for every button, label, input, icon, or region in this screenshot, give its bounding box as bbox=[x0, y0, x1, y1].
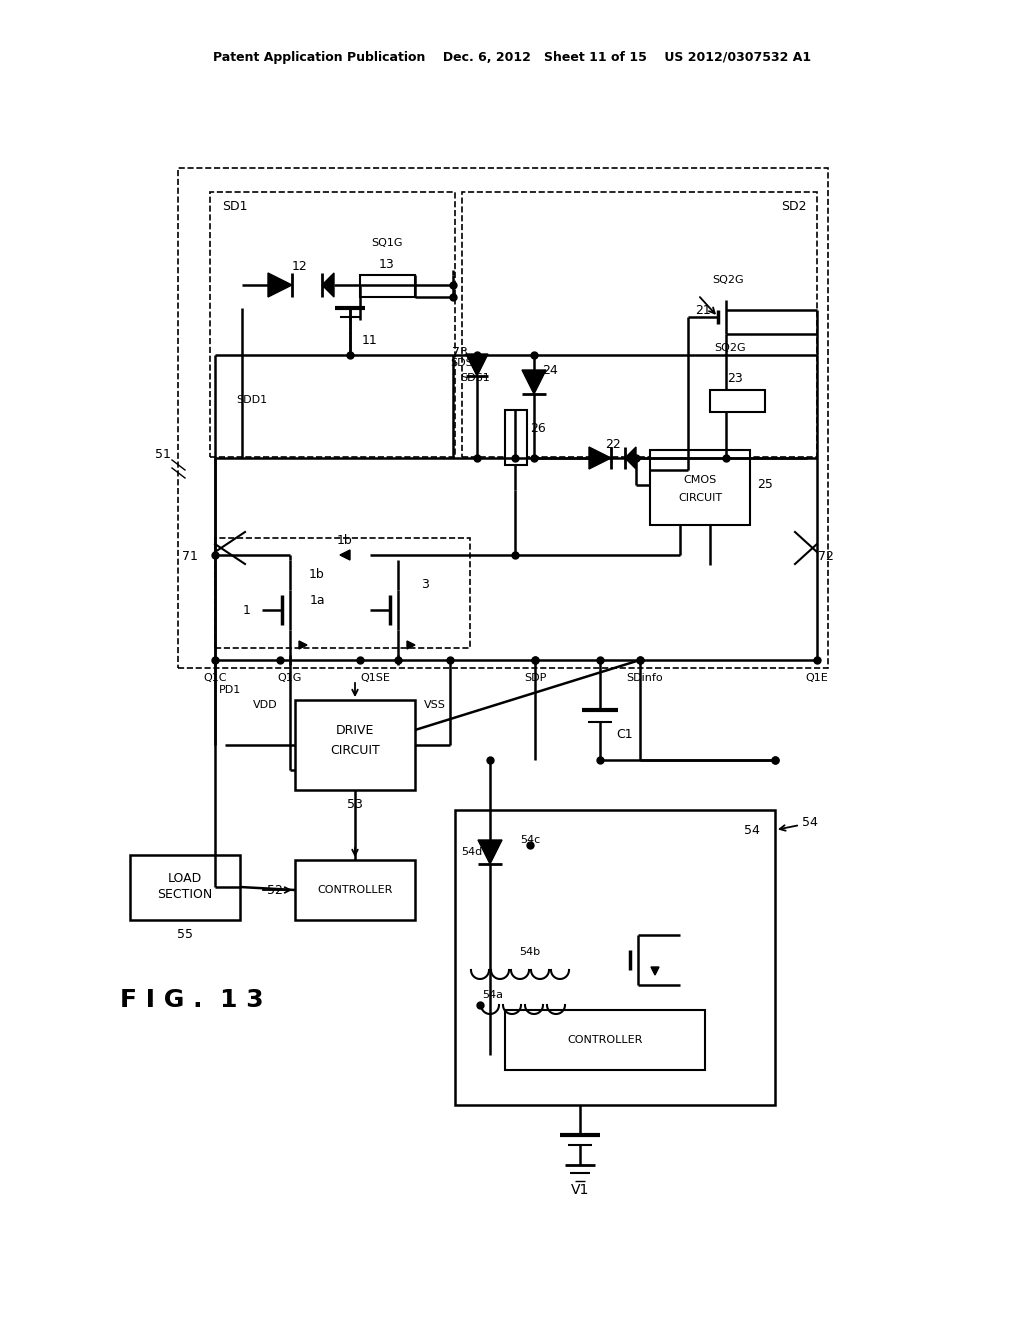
Text: 13: 13 bbox=[379, 259, 395, 272]
Text: Patent Application Publication    Dec. 6, 2012   Sheet 11 of 15    US 2012/03075: Patent Application Publication Dec. 6, 2… bbox=[213, 51, 811, 65]
Text: CIRCUIT: CIRCUIT bbox=[678, 492, 722, 503]
Text: 72: 72 bbox=[818, 549, 834, 562]
Text: 71: 71 bbox=[182, 549, 198, 562]
Text: 23: 23 bbox=[727, 371, 742, 384]
Text: 1: 1 bbox=[243, 603, 251, 616]
Text: LOAD: LOAD bbox=[168, 873, 202, 886]
Text: 25: 25 bbox=[757, 479, 773, 491]
Text: 12: 12 bbox=[292, 260, 308, 273]
Bar bbox=[215, 539, 470, 648]
Text: SD2: SD2 bbox=[781, 201, 807, 214]
Bar bbox=[462, 191, 817, 457]
Text: Q1G: Q1G bbox=[278, 673, 302, 682]
Text: SDD1: SDD1 bbox=[237, 395, 267, 405]
Text: 21: 21 bbox=[695, 304, 711, 317]
Text: 22: 22 bbox=[605, 437, 621, 450]
Polygon shape bbox=[407, 642, 415, 649]
Bar bbox=[360, 275, 415, 297]
Polygon shape bbox=[589, 447, 611, 469]
Text: 54a: 54a bbox=[482, 990, 504, 1001]
Text: 55: 55 bbox=[177, 928, 193, 941]
Text: Q1E: Q1E bbox=[806, 673, 828, 682]
Text: 11: 11 bbox=[362, 334, 378, 346]
Polygon shape bbox=[268, 273, 292, 297]
Text: Q1C: Q1C bbox=[203, 673, 226, 682]
Bar bbox=[505, 1010, 705, 1071]
Text: CONTROLLER: CONTROLLER bbox=[317, 884, 392, 895]
Text: 54: 54 bbox=[744, 824, 760, 837]
Bar bbox=[650, 450, 750, 525]
Text: VDD: VDD bbox=[253, 700, 278, 710]
Bar bbox=[295, 861, 415, 920]
Text: SQ1G: SQ1G bbox=[372, 238, 402, 248]
Text: SQ2G: SQ2G bbox=[712, 275, 743, 285]
Text: 1b: 1b bbox=[309, 569, 325, 582]
Text: V1: V1 bbox=[570, 1183, 589, 1197]
Polygon shape bbox=[322, 273, 334, 297]
Text: 24: 24 bbox=[542, 363, 558, 376]
Polygon shape bbox=[625, 447, 636, 469]
Text: SD1: SD1 bbox=[222, 201, 248, 214]
Text: 54: 54 bbox=[802, 816, 818, 829]
Text: DRIVE: DRIVE bbox=[336, 723, 374, 737]
Text: C1: C1 bbox=[616, 729, 633, 742]
Text: 1b: 1b bbox=[337, 533, 353, 546]
Text: 26: 26 bbox=[530, 421, 546, 434]
Text: 1a: 1a bbox=[309, 594, 325, 606]
Polygon shape bbox=[340, 550, 350, 560]
Text: SDS1: SDS1 bbox=[451, 358, 480, 368]
Text: SDS1: SDS1 bbox=[460, 374, 489, 383]
Text: SDinfo: SDinfo bbox=[627, 673, 664, 682]
Bar bbox=[210, 191, 455, 457]
Bar bbox=[505, 411, 527, 465]
Text: CONTROLLER: CONTROLLER bbox=[567, 1035, 643, 1045]
Text: 73: 73 bbox=[452, 346, 468, 359]
Polygon shape bbox=[299, 642, 307, 649]
Text: 54b: 54b bbox=[519, 946, 541, 957]
Text: Q1SE: Q1SE bbox=[360, 673, 390, 682]
Bar bbox=[455, 810, 775, 1105]
Text: SQ2G: SQ2G bbox=[714, 343, 745, 352]
Text: CMOS: CMOS bbox=[683, 475, 717, 484]
Polygon shape bbox=[651, 968, 659, 975]
Polygon shape bbox=[466, 354, 488, 376]
Text: SECTION: SECTION bbox=[158, 888, 213, 902]
Text: 3: 3 bbox=[421, 578, 429, 591]
Text: CIRCUIT: CIRCUIT bbox=[330, 743, 380, 756]
Text: SDP: SDP bbox=[524, 673, 546, 682]
Polygon shape bbox=[478, 840, 502, 865]
Bar bbox=[130, 855, 240, 920]
Bar bbox=[178, 168, 828, 668]
Text: 52: 52 bbox=[267, 883, 283, 896]
Text: PD1: PD1 bbox=[219, 685, 241, 696]
Bar bbox=[295, 700, 415, 789]
Text: 51: 51 bbox=[155, 449, 171, 462]
Text: 53: 53 bbox=[347, 799, 362, 812]
Polygon shape bbox=[522, 370, 546, 393]
Text: 54d: 54d bbox=[462, 847, 482, 857]
Text: F I G .  1 3: F I G . 1 3 bbox=[120, 987, 263, 1012]
Bar bbox=[710, 389, 765, 412]
Text: 54c: 54c bbox=[520, 836, 540, 845]
Text: VSS: VSS bbox=[424, 700, 445, 710]
